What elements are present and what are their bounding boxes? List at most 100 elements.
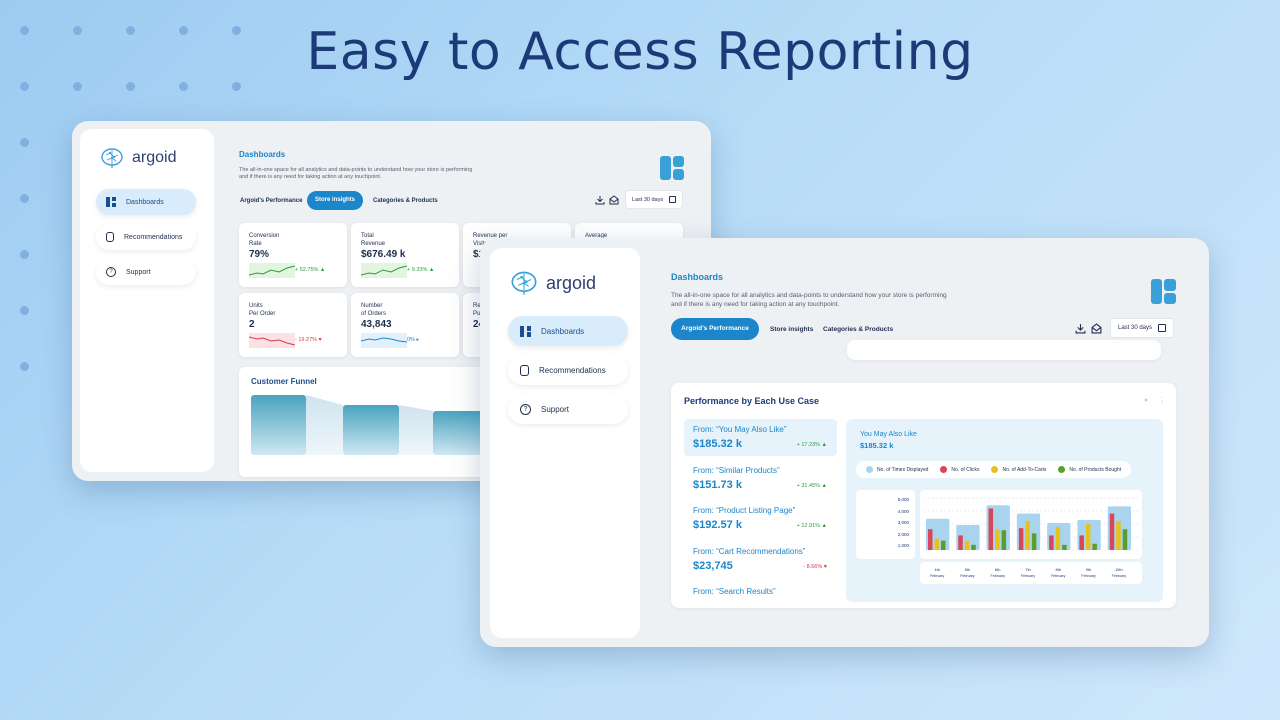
y-tick-label: 2,000 [897, 531, 909, 537]
sidebar-item-label: Dashboards [541, 326, 585, 336]
download-icon[interactable] [595, 195, 605, 205]
download-icon[interactable] [1075, 323, 1086, 334]
bar-no-of-clicks [1109, 513, 1115, 550]
brain-icon [101, 148, 123, 168]
sidebar-item-label: Support [541, 404, 570, 414]
x-tick-label: February [991, 574, 1006, 578]
clipboard-icon [106, 232, 114, 242]
sidebar-item-support[interactable]: ? Support [508, 394, 628, 424]
use-case-item[interactable]: From: “You May Also Like” $185.32 k + 17.2… [684, 419, 837, 456]
decorative-dot [20, 250, 29, 259]
date-range-picker[interactable]: Last 30 days [1110, 318, 1174, 338]
bar-no-of-add-to-carts [1085, 524, 1091, 550]
performance-title: Performance by Each Use Case [684, 396, 820, 406]
funnel-connector [306, 395, 343, 455]
chart-legend: No. of Times Displayed No. of Clicks No. o… [856, 461, 1132, 478]
use-case-item[interactable]: From: “Similar Products” $151.73 k + 31.45… [684, 460, 837, 497]
metric-card: Units Per Order 2- 19.27% ♥ [239, 293, 347, 357]
tab-performance[interactable]: Argoid's Performance [671, 318, 759, 340]
decorative-dot-grid [20, 26, 260, 386]
metric-card: Total Revenue $676.49 k + 9.33% ▲ [351, 223, 459, 287]
tab-categories[interactable]: Categories & Products [823, 326, 894, 333]
legend-swatch [1058, 466, 1066, 473]
bar-chart: 4th February 5th February 6th February 7th Febr… [920, 490, 1142, 584]
sidebar-item-dashboards[interactable]: Dashboards [508, 316, 628, 346]
metric-label: Conversion Rate [249, 233, 279, 248]
sparkline [361, 333, 407, 348]
metric-label-line: Re [473, 303, 481, 309]
mail-icon[interactable] [1091, 323, 1102, 334]
date-range-label: Last 30 days [631, 196, 664, 203]
use-case-amount: $185.32 k [693, 438, 742, 450]
bar-no-of-clicks [1018, 528, 1024, 550]
description-line: The all-in-one space for all analytics a… [671, 292, 947, 299]
sidebar-item-dashboards[interactable]: Dashboards [96, 189, 196, 215]
metric-label-line: Conversion [249, 233, 280, 239]
use-case-detail: You May Also Like $185.32 k No. of Times… [846, 419, 1163, 602]
decorative-dot [126, 26, 135, 35]
x-tick-label: February [1081, 574, 1096, 578]
sidebar-item-support[interactable]: ? Support [96, 259, 196, 285]
clipboard-icon [520, 364, 529, 376]
drag-handle-icon[interactable]: ⋮ [1158, 396, 1166, 405]
decorative-dot [20, 306, 29, 315]
legend-swatch [991, 466, 999, 473]
metric-label: Number of Orders [361, 303, 386, 318]
decorative-dot [20, 82, 29, 91]
bar-no-of-products-bought [1062, 544, 1067, 550]
scrolled-card-edge [847, 340, 1161, 360]
legend-label: No. of Times Displayed [877, 466, 929, 473]
page-description: The all-in-one space for all analytics a… [239, 167, 539, 182]
metric-value: 79% [249, 249, 270, 260]
legend-label: No. of Products Bought [1069, 466, 1122, 473]
tab-performance[interactable]: Argoid's Performance [240, 198, 303, 204]
metric-label: Average [585, 233, 607, 241]
bar-no-of-add-to-carts [934, 538, 939, 550]
dashboard-grid-icon [520, 325, 531, 337]
legend-item: No. of Clicks [940, 466, 979, 473]
metric-value: 2 [249, 319, 255, 330]
tab-store-insights[interactable]: Store insights [770, 326, 814, 333]
use-case-amount: $192.57 k [693, 519, 742, 531]
funnel-stage [343, 405, 399, 455]
tab-store-insights[interactable]: Store insights [307, 191, 363, 210]
funnel-stage [433, 411, 493, 455]
brain-icon [511, 271, 537, 295]
y-tick-label: 3,000 [897, 520, 909, 525]
y-axis-panel: 5,000 4,000 3,000 2,000 1,000 [856, 490, 915, 559]
sidebar-item-recommendations[interactable]: Recommendations [508, 355, 628, 385]
date-range-picker[interactable]: Last 30 days [625, 190, 683, 209]
sparkline [249, 333, 295, 348]
metric-value: 43,843 [361, 319, 392, 330]
calendar-icon [669, 196, 677, 203]
mail-icon[interactable] [609, 195, 619, 205]
dashboard-window-back: argoid Dashboards Recommendations ? Supp… [72, 121, 711, 481]
eye-icon[interactable]: ● [1144, 397, 1149, 404]
metric-label: Units Per Order [249, 303, 275, 318]
bar-no-of-clicks [1049, 535, 1054, 550]
page-title: Dashboards [671, 272, 724, 282]
metric-card: Conversion Rate 79% + 52.75% ▲ [239, 223, 347, 287]
use-case-item[interactable]: From: “Product Listing Page” $192.57 k + 1… [684, 500, 837, 537]
x-tick-label: 10th [1115, 567, 1123, 572]
metric-label-line: Revenue per [473, 233, 508, 239]
y-tick-label: 4,000 [897, 508, 909, 514]
decorative-dot [20, 194, 29, 203]
sidebar-item-recommendations[interactable]: Recommendations [96, 224, 196, 250]
metric-label-line: Visitor [473, 240, 490, 247]
tab-categories[interactable]: Categories & Products [373, 198, 438, 204]
use-case-item[interactable]: From: “Search Results” [684, 581, 837, 599]
metric-label-line: Average [585, 233, 608, 239]
page-title: Dashboards [239, 150, 286, 159]
metric-label-line: Per Order [249, 310, 276, 317]
dashboard-window-front: argoid Dashboards Recommendations ? Supp… [480, 238, 1209, 647]
metric-change: 0% ▸ [407, 337, 420, 343]
legend-label: No. of Add-To-Carts [1002, 466, 1047, 473]
metric-label-line: of Orders [361, 310, 387, 317]
use-case-item[interactable]: From: “Cart Recommendations” $23,745 - 8.6… [684, 541, 837, 578]
brand-logo: argoid [510, 270, 596, 296]
use-case-source: From: “Product Listing Page” [693, 506, 796, 515]
bar-no-of-clicks [988, 508, 994, 550]
x-tick-label: February [930, 574, 945, 578]
funnel-chart [251, 395, 493, 455]
